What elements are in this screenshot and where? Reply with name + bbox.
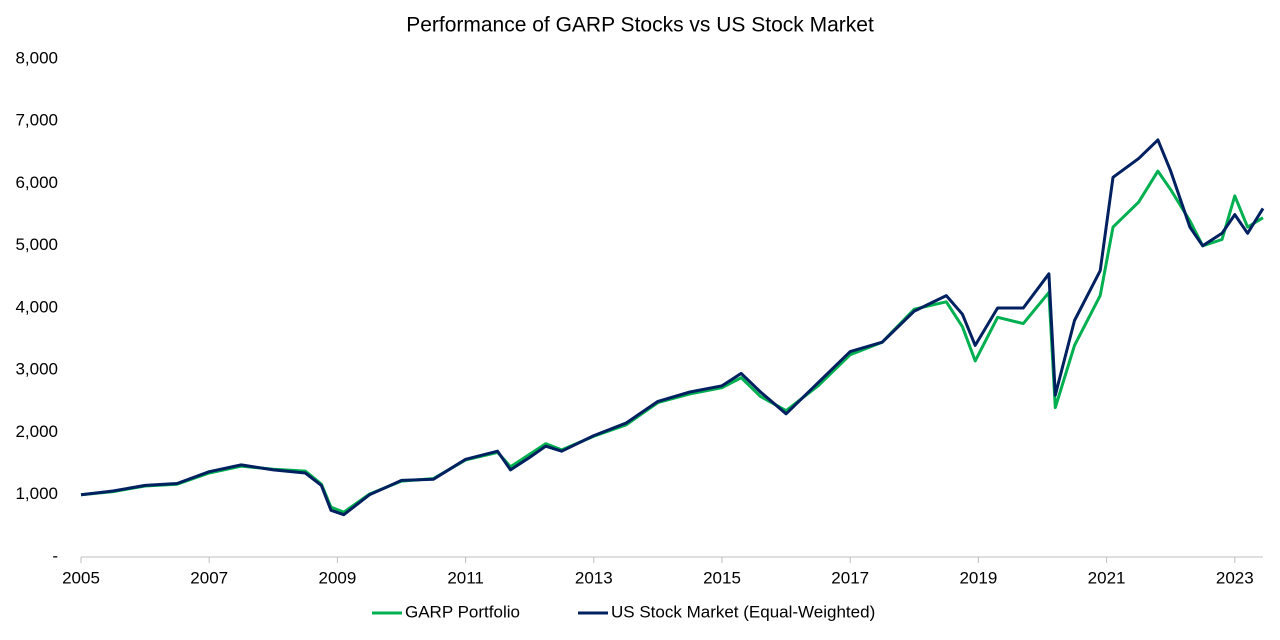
x-tick-label: 2011 bbox=[447, 568, 484, 587]
x-tick-label: 2019 bbox=[959, 568, 997, 587]
y-tick-label: 3,000 bbox=[15, 360, 58, 379]
series-line bbox=[80, 169, 1264, 514]
x-tick-label: 2021 bbox=[1088, 568, 1126, 587]
y-tick-label: 2,000 bbox=[15, 422, 58, 441]
x-tick-label: 2007 bbox=[190, 568, 228, 587]
x-tick-label: 2013 bbox=[575, 568, 613, 587]
x-tick-label: 2015 bbox=[703, 568, 741, 587]
legend-label: GARP Portfolio bbox=[405, 602, 520, 621]
y-tick-label: 1,000 bbox=[15, 484, 58, 503]
legend-label: US Stock Market (Equal-Weighted) bbox=[611, 602, 875, 621]
x-tick-label: 2009 bbox=[318, 568, 356, 587]
y-tick-label: 6,000 bbox=[15, 173, 58, 192]
y-tick-label: 5,000 bbox=[15, 235, 58, 254]
chart-title: Performance of GARP Stocks vs US Stock M… bbox=[406, 14, 874, 37]
x-tick-label: 2023 bbox=[1216, 568, 1254, 587]
x-tick-label: 2017 bbox=[831, 568, 869, 587]
y-tick-label: - bbox=[52, 546, 58, 565]
series-line bbox=[80, 138, 1265, 517]
y-tick-label: 7,000 bbox=[15, 111, 58, 130]
y-tick-label: 8,000 bbox=[15, 48, 58, 67]
y-tick-label: 4,000 bbox=[15, 297, 58, 316]
x-tick-label: 2005 bbox=[62, 568, 100, 587]
